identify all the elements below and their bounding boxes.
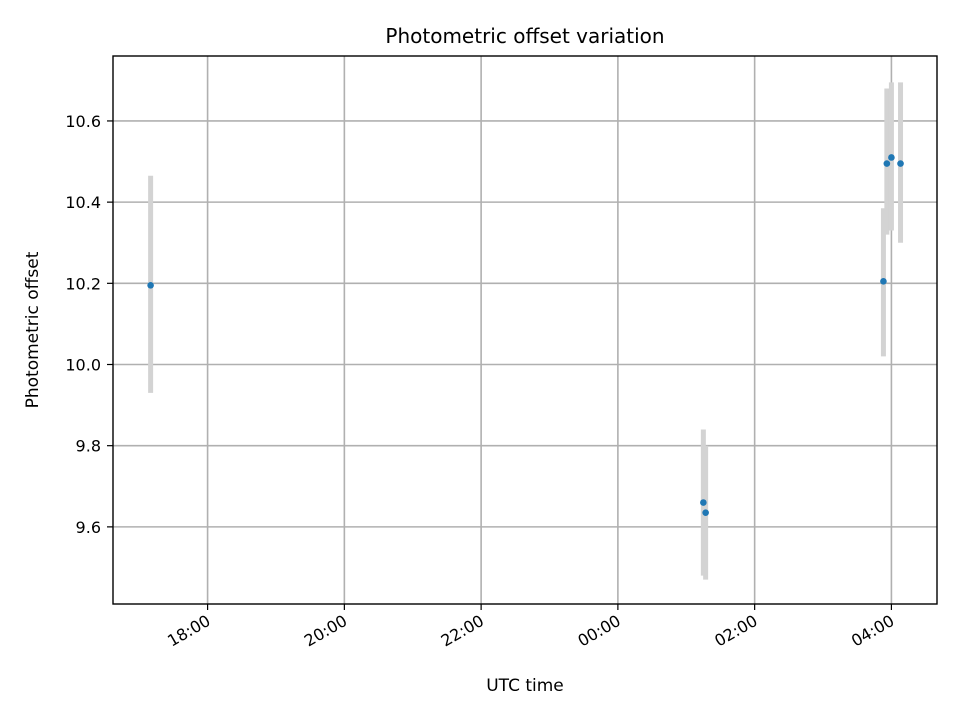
data-point [147, 282, 154, 289]
y-tick-label: 10.6 [65, 112, 101, 131]
data-point [880, 277, 887, 285]
y-tick-label: 10.2 [65, 274, 101, 293]
x-tick-label: 02:00 [711, 611, 760, 651]
x-axis: 18:00 20:00 22:00 00:00 02:00 04:00 [164, 604, 897, 651]
x-tick-label: 00:00 [574, 611, 623, 651]
y-tick-label: 9.8 [76, 437, 101, 456]
y-tick-label: 10.4 [65, 193, 101, 212]
data-point [702, 509, 709, 516]
data-points [147, 154, 904, 516]
error-bars [148, 82, 904, 580]
y-tick-label: 9.6 [76, 518, 101, 537]
y-axis-label: Photometric offset [23, 251, 43, 408]
grid [113, 56, 937, 604]
x-tick-label: 18:00 [164, 611, 213, 651]
x-tick-label: 04:00 [848, 611, 897, 651]
data-point [883, 160, 891, 167]
x-tick-label: 22:00 [438, 611, 487, 651]
y-tick-label: 10.0 [65, 356, 101, 375]
plot-frame [112, 55, 938, 605]
x-axis-label: UTC time [486, 676, 564, 696]
data-point [897, 160, 904, 167]
data-point [700, 499, 707, 506]
x-tick-label: 20:00 [301, 611, 350, 651]
y-axis: 9.6 9.8 10.0 10.2 10.4 10.6 [65, 112, 113, 537]
data-point [888, 154, 895, 161]
chart-title: Photometric offset variation [385, 24, 664, 48]
